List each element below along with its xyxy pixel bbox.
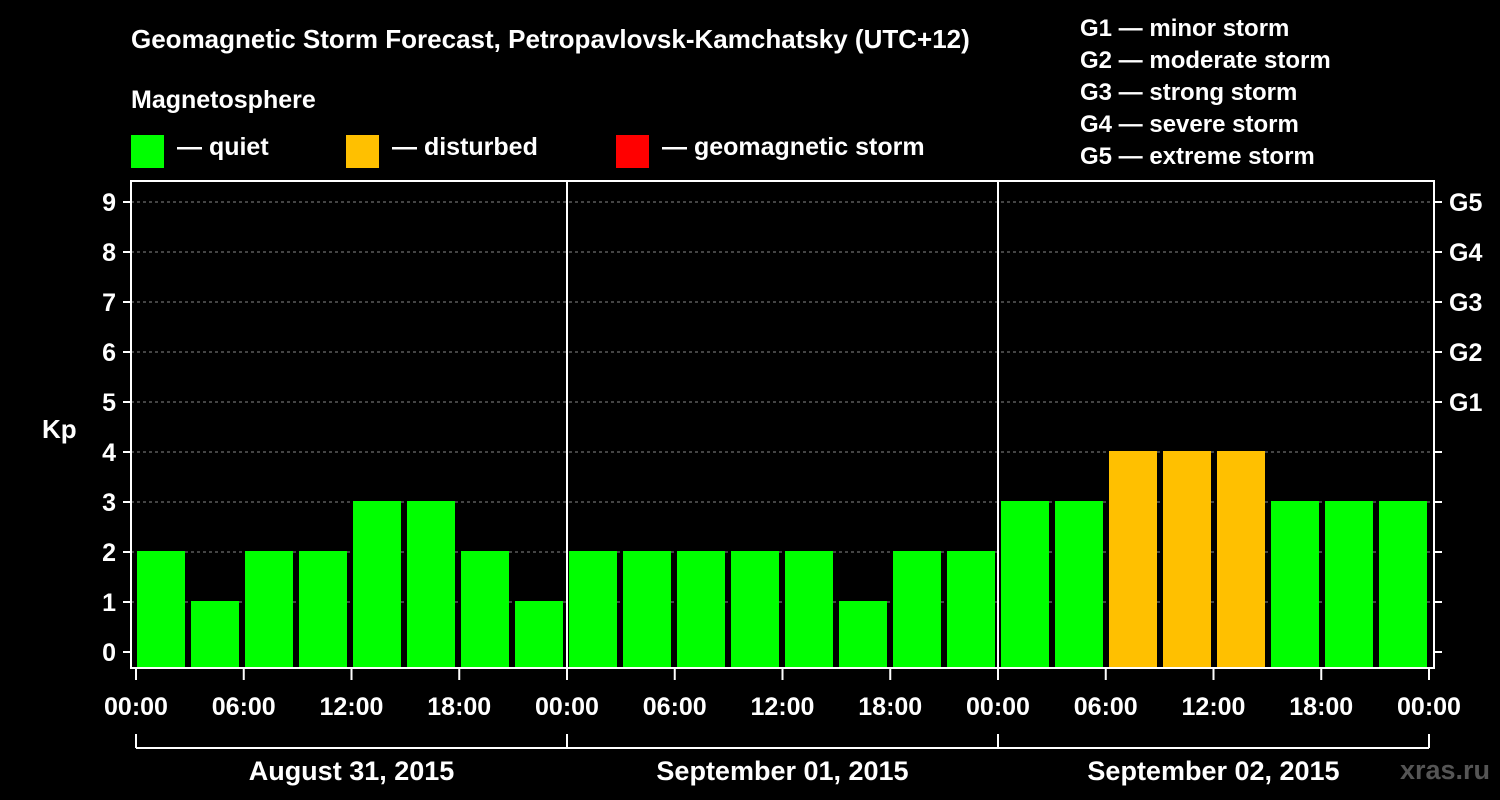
x-tick-label-9: 06:00 <box>1074 693 1138 721</box>
storm-scale-g1: G1 — minor storm <box>1080 15 1290 42</box>
bar-4 <box>299 551 347 668</box>
bar-10 <box>623 551 671 668</box>
bar-19 <box>1109 451 1157 668</box>
bar-1 <box>137 551 185 668</box>
y-tick-label-8: 8 <box>102 239 116 267</box>
legend-swatch-quiet <box>131 135 164 168</box>
x-tick-label-11: 18:00 <box>1289 693 1353 721</box>
bar-8 <box>515 601 563 668</box>
bar-24 <box>1379 501 1427 668</box>
legend-label-quiet: — quiet <box>177 133 269 161</box>
legend-swatch-storm <box>616 135 649 168</box>
right-tick-label-g5: G5 <box>1449 189 1482 217</box>
right-tick-label-g4: G4 <box>1449 239 1482 267</box>
bar-20 <box>1163 451 1211 668</box>
day-label-1: August 31, 2015 <box>249 756 455 786</box>
legend-label-storm: — geomagnetic storm <box>662 133 925 161</box>
bar-15 <box>893 551 941 668</box>
storm-scale-g4: G4 — severe storm <box>1080 111 1299 138</box>
legend-label-disturbed: — disturbed <box>392 133 538 161</box>
y-tick-label-5: 5 <box>102 389 116 417</box>
x-tick-label-0: 00:00 <box>104 693 168 721</box>
y-tick-label-3: 3 <box>102 489 116 517</box>
bar-23 <box>1325 501 1373 668</box>
bar-22 <box>1271 501 1319 668</box>
storm-scale-g2: G2 — moderate storm <box>1080 47 1331 74</box>
y-axis-label: Kp <box>42 414 77 444</box>
bar-14 <box>839 601 887 668</box>
storm-scale-g3: G3 — strong storm <box>1080 79 1298 106</box>
bar-9 <box>569 551 617 668</box>
watermark: xras.ru <box>1399 755 1490 785</box>
y-tick-label-7: 7 <box>102 289 116 317</box>
y-tick-label-2: 2 <box>102 539 116 567</box>
magnetosphere-label: Magnetosphere <box>131 86 316 114</box>
y-tick-label-0: 0 <box>102 639 116 667</box>
bar-6 <box>407 501 455 668</box>
bar-12 <box>731 551 779 668</box>
bar-16 <box>947 551 995 668</box>
x-tick-label-10: 12:00 <box>1182 693 1246 721</box>
bar-21 <box>1217 451 1265 668</box>
x-tick-label-12: 00:00 <box>1397 693 1461 721</box>
x-tick-label-3: 18:00 <box>427 693 491 721</box>
bar-13 <box>785 551 833 668</box>
bar-7 <box>461 551 509 668</box>
x-tick-label-5: 06:00 <box>643 693 707 721</box>
x-tick-label-2: 12:00 <box>320 693 384 721</box>
bar-5 <box>353 501 401 668</box>
bar-2 <box>191 601 239 668</box>
bar-3 <box>245 551 293 668</box>
x-tick-label-8: 00:00 <box>966 693 1030 721</box>
right-tick-label-g1: G1 <box>1449 389 1482 417</box>
day-label-3: September 02, 2015 <box>1087 756 1339 786</box>
x-tick-label-6: 12:00 <box>751 693 815 721</box>
y-tick-label-1: 1 <box>102 589 116 617</box>
y-tick-label-9: 9 <box>102 189 116 217</box>
right-tick-label-g3: G3 <box>1449 289 1482 317</box>
y-tick-label-6: 6 <box>102 339 116 367</box>
bar-11 <box>677 551 725 668</box>
x-tick-label-1: 06:00 <box>212 693 276 721</box>
right-tick-label-g2: G2 <box>1449 339 1482 367</box>
x-tick-label-7: 18:00 <box>858 693 922 721</box>
legend-swatch-disturbed <box>346 135 379 168</box>
page-title: Geomagnetic Storm Forecast, Petropavlovs… <box>131 24 970 54</box>
bar-18 <box>1055 501 1103 668</box>
bar-17 <box>1001 501 1049 668</box>
storm-scale-legend: G1 — minor storm G2 — moderate storm G3 … <box>1080 13 1331 173</box>
storm-scale-g5: G5 — extreme storm <box>1080 143 1315 170</box>
day-label-2: September 01, 2015 <box>656 756 908 786</box>
x-tick-label-4: 00:00 <box>535 693 599 721</box>
y-tick-label-4: 4 <box>102 439 116 467</box>
